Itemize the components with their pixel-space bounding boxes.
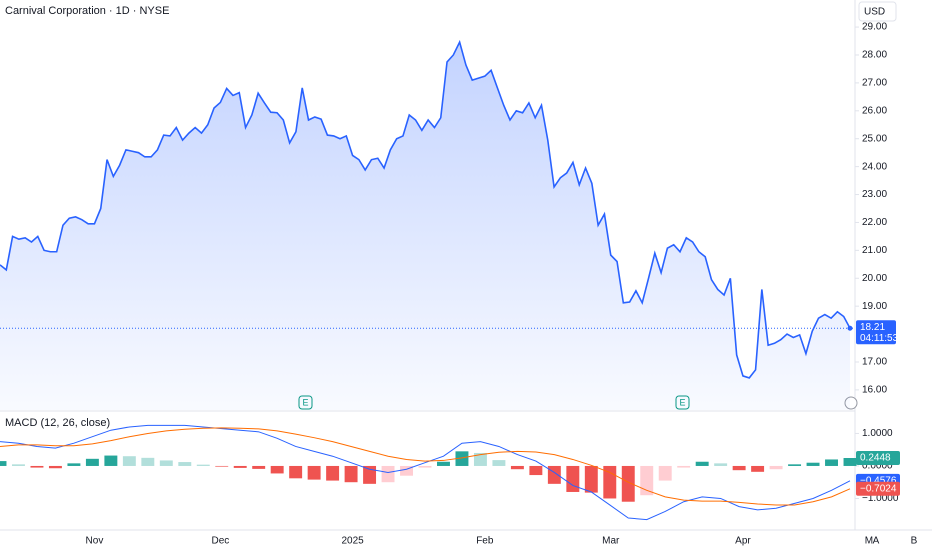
y-tick-label: −1.0000 bbox=[862, 493, 899, 504]
histogram-bar bbox=[695, 461, 709, 466]
y-tick-label: 26.00 bbox=[862, 105, 887, 116]
y-tick-label: 20.00 bbox=[862, 273, 887, 284]
histogram-bar bbox=[455, 451, 469, 466]
y-tick-label: 29.00 bbox=[862, 22, 887, 33]
y-tick-label: 19.00 bbox=[862, 301, 887, 312]
histogram-bar bbox=[363, 465, 377, 484]
histogram-bar bbox=[30, 465, 44, 468]
log-scale-button[interactable]: B bbox=[911, 536, 918, 547]
last-value-box bbox=[856, 481, 900, 496]
histogram-bar bbox=[196, 464, 210, 466]
currency-button[interactable] bbox=[858, 1, 897, 22]
last-point bbox=[847, 325, 853, 331]
histogram-bar bbox=[437, 461, 450, 466]
price-line bbox=[0, 39, 851, 379]
y-tick-label: 22.00 bbox=[862, 217, 887, 228]
last-value-box bbox=[856, 451, 900, 466]
histogram-bar bbox=[788, 464, 802, 466]
histogram-bar bbox=[510, 465, 524, 470]
histogram-bar bbox=[843, 458, 857, 466]
y-tick-label: 27.00 bbox=[862, 78, 887, 89]
x-tick-label: 2025 bbox=[341, 536, 364, 547]
histogram-bar bbox=[584, 465, 598, 493]
countdown: 04:11:53 bbox=[860, 333, 899, 344]
macd-title: MACD (12, 26, close) bbox=[5, 417, 110, 429]
last-value-label: −0.4576 bbox=[860, 475, 897, 486]
histogram-bar bbox=[492, 460, 506, 466]
auto-scale-button[interactable]: A bbox=[873, 536, 880, 547]
y-tick-label: 17.00 bbox=[862, 357, 887, 368]
histogram-bar bbox=[400, 465, 413, 476]
y-tick-label: 24.00 bbox=[862, 161, 887, 172]
histogram-bar bbox=[732, 465, 746, 471]
histogram-bar bbox=[104, 455, 118, 466]
y-tick-label: 28.00 bbox=[862, 50, 887, 61]
histogram-bar bbox=[141, 457, 155, 466]
y-tick-label: 21.00 bbox=[862, 245, 887, 256]
histogram-bar bbox=[67, 463, 81, 466]
histogram-bar bbox=[769, 465, 783, 470]
histogram-bar bbox=[85, 458, 99, 466]
histogram-bar bbox=[529, 465, 543, 476]
histogram-bar bbox=[0, 461, 7, 466]
histogram-bar bbox=[566, 465, 580, 492]
histogram-bar bbox=[159, 460, 173, 466]
y-tick-label: 1.0000 bbox=[862, 428, 893, 439]
histogram-bar bbox=[12, 464, 25, 466]
histogram-bar bbox=[381, 465, 395, 483]
histogram-bar bbox=[252, 465, 266, 469]
x-tick-label: Mar bbox=[602, 536, 620, 547]
x-tick-label: Feb bbox=[476, 536, 494, 547]
histogram-bar bbox=[326, 465, 340, 481]
y-tick-label: 16.00 bbox=[862, 385, 887, 396]
histogram-bar bbox=[658, 465, 672, 481]
currency[interactable]: USD bbox=[864, 7, 885, 18]
chart-title: Carnival Corporation · 1D · NYSE bbox=[5, 5, 169, 17]
histogram-bar bbox=[122, 456, 136, 466]
macd-line bbox=[0, 427, 851, 506]
histogram-bar bbox=[547, 465, 561, 484]
price-area bbox=[0, 42, 850, 410]
histogram-bar bbox=[307, 465, 321, 480]
histogram-bar bbox=[473, 452, 487, 466]
histogram-bar bbox=[677, 465, 691, 468]
x-tick-label: Dec bbox=[211, 536, 229, 547]
y-tick-label: 23.00 bbox=[862, 189, 887, 200]
histogram-bar bbox=[48, 465, 62, 469]
last-price-label: 18.21 bbox=[860, 322, 885, 333]
last-value-label: 0.2448 bbox=[860, 453, 891, 464]
histogram-bar bbox=[418, 465, 432, 468]
last-value-label: −0.7024 bbox=[860, 483, 897, 494]
macd-line bbox=[0, 424, 851, 521]
histogram-bar bbox=[825, 459, 838, 466]
histogram-bar bbox=[640, 465, 654, 496]
y-tick-label: 0.0000 bbox=[862, 461, 893, 472]
histogram-bar bbox=[289, 465, 303, 479]
histogram-bar bbox=[751, 465, 765, 472]
histogram-bar bbox=[344, 465, 358, 483]
histogram-bar bbox=[714, 463, 728, 466]
histogram-bar bbox=[178, 462, 192, 466]
x-tick-label: Apr bbox=[735, 536, 751, 547]
last-price-box bbox=[856, 320, 896, 345]
histogram-bar bbox=[233, 465, 247, 468]
histogram-bar bbox=[270, 465, 284, 474]
x-tick-label: Nov bbox=[86, 536, 104, 547]
histogram-bar bbox=[806, 462, 820, 466]
histogram-bar bbox=[215, 465, 229, 467]
x-tick-label: M bbox=[865, 536, 873, 547]
histogram-bar bbox=[621, 465, 635, 502]
y-tick-label: 25.00 bbox=[862, 133, 887, 144]
